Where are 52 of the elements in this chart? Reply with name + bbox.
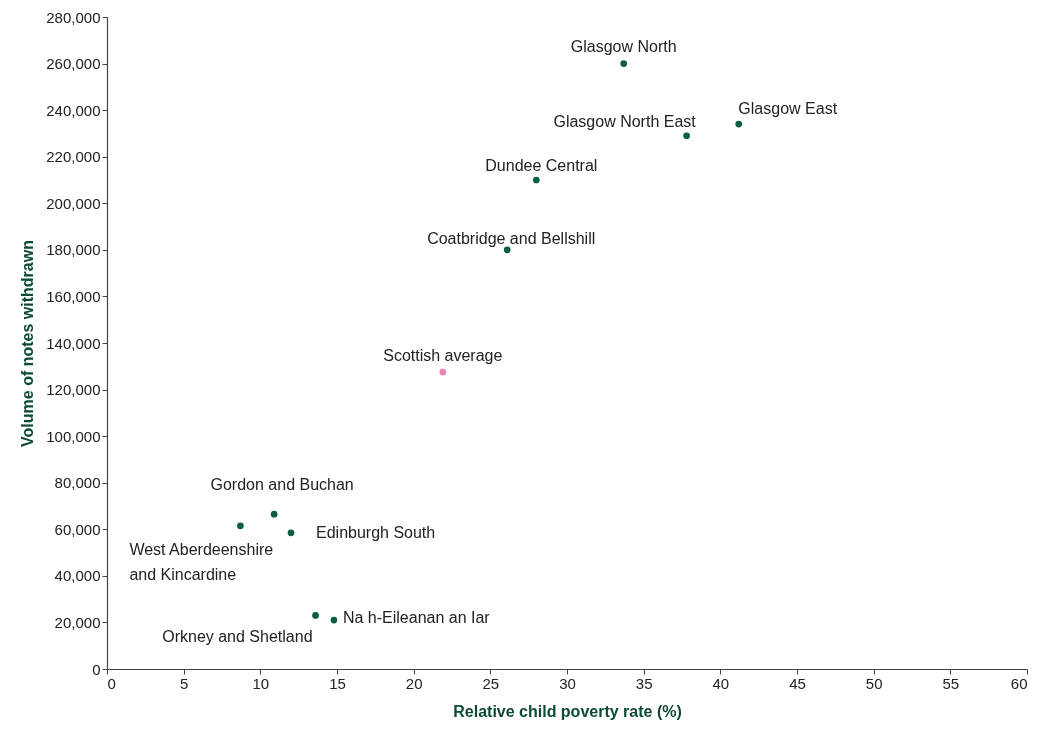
x-tick-label: 15: [329, 674, 346, 692]
series-label: Glasgow East: [738, 100, 838, 118]
y-tick-label: 160,000: [46, 287, 101, 305]
x-tick-label: 5: [179, 674, 189, 692]
y-tick-label: 40,000: [54, 567, 101, 585]
point: [330, 616, 338, 624]
x-tick-label: 55: [942, 674, 960, 692]
y-tick-label: 0: [92, 660, 101, 678]
x-tick-label: 60: [1010, 674, 1028, 692]
series-label: Coatbridge and Bellshill: [427, 229, 596, 247]
text: West Aberdeenshire and Kincardine: [129, 540, 274, 583]
y-tick-label: 280,000: [46, 8, 101, 26]
x-tick-label: 20: [405, 674, 423, 692]
point: [237, 522, 244, 530]
y-tick-label: 120,000: [46, 381, 101, 399]
x-tick-label: 10: [252, 674, 270, 692]
point: [270, 510, 278, 518]
x-tick-label: 40: [712, 674, 730, 692]
series-label: Glasgow North East: [553, 112, 697, 130]
y-tick-label: 180,000: [46, 241, 101, 259]
point: [620, 60, 628, 67]
x-tick-label: 25: [482, 674, 500, 692]
point: [439, 368, 447, 376]
point: [532, 176, 540, 184]
y-tick-label: 220,000: [46, 148, 101, 166]
y-tick-label: 80,000: [54, 474, 101, 492]
y-tick-label: 60,000: [54, 520, 101, 538]
y-tick-label: 100,000: [46, 427, 101, 445]
x-tick-label: 0: [107, 674, 116, 692]
point: [735, 120, 743, 128]
series-label: Scottish average: [383, 347, 503, 365]
x-tick-label: 50: [865, 674, 883, 692]
series-label: Na h-Eileanan an Iar: [342, 609, 491, 627]
series-label: Dundee Central: [485, 157, 598, 174]
point: [312, 612, 319, 619]
x-axis-title: Relative child poverty rate (%): [453, 702, 682, 720]
y-tick-label: 140,000: [46, 334, 101, 352]
series-label: Gordon and Buchan: [210, 476, 354, 494]
x-tick-label: 35: [635, 674, 653, 692]
series-label: Orkney and Shetland: [162, 628, 313, 646]
series-label: Edinburgh South: [316, 523, 436, 541]
x-tick-label: 45: [789, 674, 806, 692]
y-tick-label: 240,000: [46, 101, 101, 119]
y-tick-label: 200,000: [46, 194, 101, 212]
point: [683, 132, 690, 140]
y-axis-title: Volume of notes withdrawn: [19, 240, 37, 447]
series-label: Glasgow North: [570, 37, 677, 55]
y-tick-label: 260,000: [46, 55, 101, 73]
x-tick-label: 30: [559, 674, 576, 692]
point: [503, 246, 511, 254]
point: [287, 529, 295, 537]
y-tick-label: 20,000: [54, 613, 101, 631]
